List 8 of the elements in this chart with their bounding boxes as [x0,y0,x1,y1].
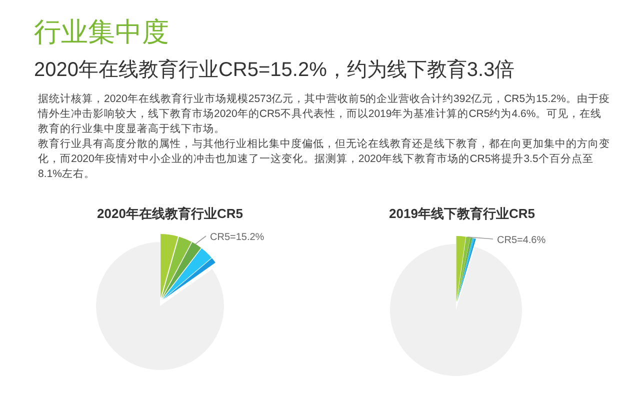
text: CR5=4.6% [497,235,546,246]
text: 2020年在线教育行业CR5=15.2%，约为线下教育3.3倍 [34,58,515,83]
text: CR5=15.2% [210,232,264,243]
text: 行业集中度 [34,16,169,49]
text: 教育行业具有高度分散的属性，与其他行业相比集中度偏低，但无论在线教育还是线下教育，都在向更加集中的方向变化，而2020年疫情对中小企业的冲击也加速了一这变化。据测算，2020年线下教育市场的CR5将提升3.5个百分点至8.1%左右。 [38,137,610,182]
chart-title: 2020年在线教育行业CR5 [97,206,243,221]
text: 据统计核算，2020年在线教育行业市场规模2573亿元，其中营收前5的企业营收合计约392亿元，CR5为15.2%。由于疫情外生冲击影响较大，线下教育市场2020年的CR5不具代表性，而以2019年为基准计算的CR5约为4.6%。可见，在线教育的行业集中度显著高于线下市场。 [38,92,610,137]
chart-title: 2019年线下教育行业CR5 [389,206,535,221]
